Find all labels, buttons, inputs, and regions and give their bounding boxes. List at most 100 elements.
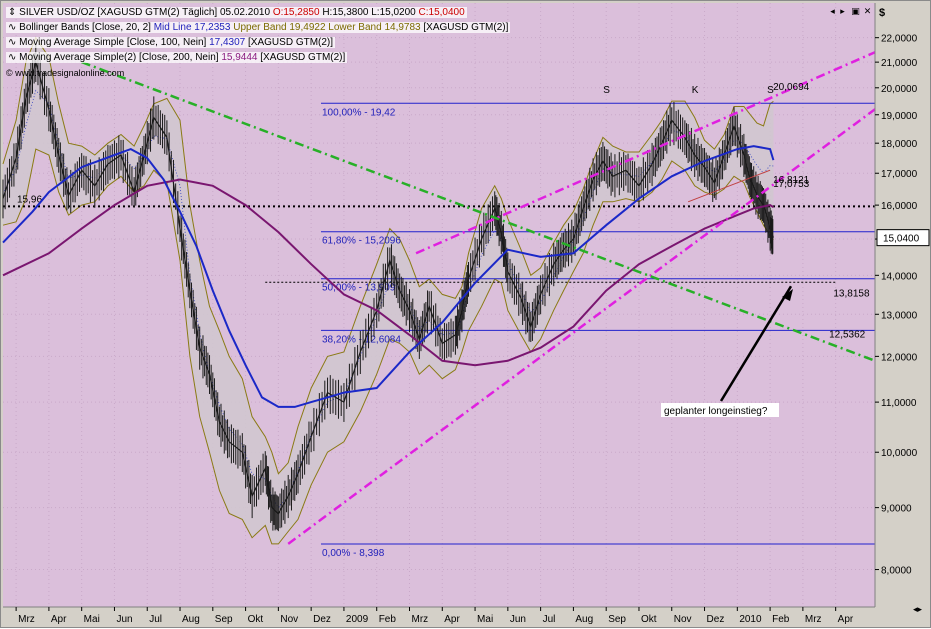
x-tick-label: Aug xyxy=(575,614,593,625)
wedge-line xyxy=(687,169,771,203)
ma100-value: 17,4307 xyxy=(209,37,246,48)
ma100-name: Moving Average Simple [Close, 100, Nein] xyxy=(19,37,207,48)
label-17-0753: 17,0753 xyxy=(773,179,810,190)
currency-label: $ xyxy=(879,7,886,19)
nav-arrows-icon[interactable]: ◂▸ xyxy=(913,605,923,615)
y-tick-label: 10,0000 xyxy=(881,448,918,459)
moving-averages xyxy=(2,145,775,408)
ma100-line xyxy=(2,145,775,408)
chart-date: 05.02.2010 xyxy=(219,7,271,18)
x-tick-label: Mai xyxy=(84,614,100,625)
ma200-line xyxy=(2,178,774,367)
y-tick-label: 13,0000 xyxy=(881,310,918,321)
x-tick-label: Dez xyxy=(313,614,331,625)
y-tick-label: 9,0000 xyxy=(881,504,912,515)
time-axis-area xyxy=(3,607,930,627)
price-series xyxy=(2,43,774,532)
scroll-left-icon[interactable]: ◂ xyxy=(830,7,835,17)
y-tick-label: 14,0000 xyxy=(881,271,918,282)
fib-level-label: 100,00% - 19,42 xyxy=(322,107,396,118)
last-price-box xyxy=(876,229,930,247)
x-tick-label: Dez xyxy=(707,614,725,625)
indicator-line-icon: ∿ xyxy=(8,22,17,33)
y-tick-label: 19,0000 xyxy=(881,111,918,122)
channel-lower-trendline xyxy=(287,108,876,545)
legend-bollinger-line: ∿ Bollinger Bands [Close, 20, 2] Mid Lin… xyxy=(6,20,511,35)
ma100-symbol: [XAGUSD GTM(2)] xyxy=(248,37,334,48)
x-tick-label: Aug xyxy=(182,614,200,625)
bollinger-lower-line xyxy=(2,148,774,545)
ohlc-open: O:15,2850 xyxy=(272,7,320,18)
y-tick-label: 12,0000 xyxy=(881,352,918,363)
trend-lines xyxy=(81,51,876,545)
ohlc-close: C:15,0400 xyxy=(418,7,465,18)
maximize-icon[interactable]: ▣ xyxy=(851,7,860,17)
shoulder-right-label: S xyxy=(767,85,774,96)
label-16-8121: 16,8121 xyxy=(773,175,810,186)
ma200-value: 15,9444 xyxy=(221,52,258,63)
x-tick-label: Okt xyxy=(248,614,264,625)
price-axis-area xyxy=(875,3,930,607)
label-20-0694: 20,0694 xyxy=(773,82,810,93)
watermark: © www.tradesignalonline.com xyxy=(6,68,125,78)
legend-ma200-line: ∿ Moving Average Simple(2) [Close, 200, … xyxy=(6,50,348,65)
y-tick-label: 20,0000 xyxy=(881,84,918,95)
x-tick-label: 2010 xyxy=(739,614,762,625)
arrow-text: geplanter longeinstieg? xyxy=(664,406,768,417)
ohlc-low: L:15,0200 xyxy=(371,7,416,18)
x-tick-label: Apr xyxy=(838,614,854,625)
close-icon[interactable]: ✕ xyxy=(863,7,872,17)
fib-level-label: 50,00% - 13,909 xyxy=(322,283,396,294)
x-tick-label: Nov xyxy=(280,614,298,625)
x-tick-label: Mrz xyxy=(805,614,822,625)
bb-name: Bollinger Bands [Close, 20, 2] xyxy=(19,22,151,33)
indicator-line-icon: ∿ xyxy=(8,37,17,48)
chart-symbol-icon: ⇕ xyxy=(8,7,17,18)
indicator-line-icon: ∿ xyxy=(8,52,17,63)
price-line xyxy=(2,59,774,515)
x-tick-label: Sep xyxy=(608,614,626,625)
x-tick-label: Feb xyxy=(379,614,397,625)
x-tick-label: Mrz xyxy=(18,614,35,625)
target-label: 13,8158 xyxy=(833,288,870,299)
channel-upper-trendline xyxy=(415,51,876,255)
x-tick-label: Jul xyxy=(149,614,162,625)
y-axis: 22,0000 21,0000 20,0000 19,0000 18,0000 17,00… xyxy=(874,3,930,607)
scroll-right-icon[interactable]: ▸ xyxy=(840,7,845,17)
y-tick-label: 17,0000 xyxy=(881,169,918,180)
bb-upper: Upper Band 19,4922 xyxy=(233,22,326,33)
arrow-text-background xyxy=(661,403,779,417)
last-price-label: 15,0400 xyxy=(883,234,920,245)
y-tick-label: 11,0000 xyxy=(881,398,917,409)
head-label: K xyxy=(692,85,699,96)
legend-ma100-line: ∿ Moving Average Simple [Close, 100, Nei… xyxy=(6,35,336,50)
legend-symbol-line: ⇕ SILVER USD/OZ [XAGUSD GTM(2) Täglich] … xyxy=(6,5,467,20)
bb-symbol: [XAGUSD GTM(2)] xyxy=(423,22,509,33)
shoulder-left-label: S xyxy=(603,85,610,96)
y-tick-label: 21,0000 xyxy=(881,58,918,69)
y-tick-label: 16,0000 xyxy=(881,201,918,212)
x-tick-label: Apr xyxy=(444,614,460,625)
x-tick-label: Sep xyxy=(215,614,233,625)
bb-lower: Lower Band 14,9783 xyxy=(328,22,421,33)
ma200-symbol: [XAGUSD GTM(2)] xyxy=(260,52,346,63)
label-12-5362: 12,5362 xyxy=(829,329,866,340)
bb-mid: Mid Line 17,2353 xyxy=(153,22,231,33)
downtrend-line xyxy=(81,60,876,362)
x-tick-label: Mrz xyxy=(411,614,428,625)
x-tick-label: Nov xyxy=(674,614,692,625)
x-tick-label: Jun xyxy=(510,614,526,625)
annotations: S K S 20,069416,812117,075312,5362geplanter… xyxy=(603,82,866,417)
y-tick-label: 22,0000 xyxy=(881,34,918,45)
x-tick-label: Feb xyxy=(772,614,790,625)
y-tick-label: 18,0000 xyxy=(881,139,918,150)
bollinger-fill xyxy=(3,37,774,544)
ma200-name: Moving Average Simple(2) [Close, 200, Ne… xyxy=(19,52,219,63)
x-tick-label: 2009 xyxy=(346,614,369,625)
fibonacci-levels: 100,00% - 19,42 61,80% - 15,2096 50,00% - … xyxy=(320,102,875,559)
fib-level-label: 61,80% - 15,2096 xyxy=(322,236,401,247)
arrow-line xyxy=(719,285,793,402)
fib-level-label: 0,00% - 8,398 xyxy=(322,548,385,559)
